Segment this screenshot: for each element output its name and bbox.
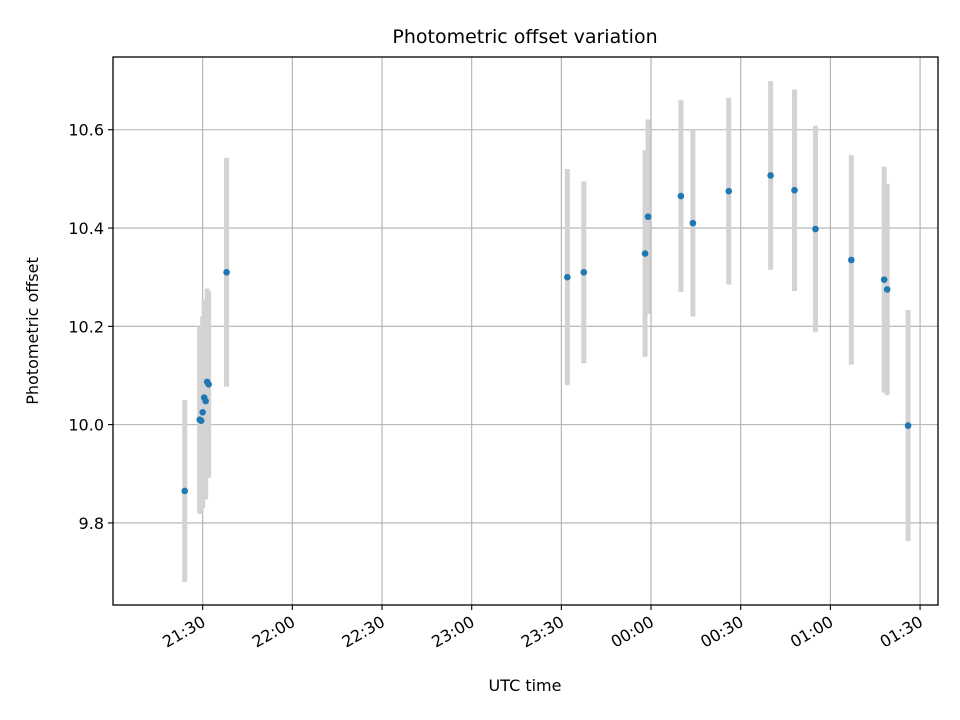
data-point bbox=[205, 381, 212, 388]
data-point bbox=[641, 250, 649, 257]
axis-ticks: 21:30 22:00 22:30 23:00 23:30 00:00 00:30 01:00… bbox=[68, 121, 926, 652]
x-axis-label: UTC time bbox=[489, 676, 562, 695]
y-tick-label: 10.2 bbox=[68, 317, 104, 336]
data-point bbox=[880, 276, 888, 283]
data-point bbox=[580, 268, 588, 276]
chart-title: Photometric offset variation bbox=[392, 26, 657, 48]
data-point bbox=[223, 268, 230, 276]
data-points bbox=[181, 172, 912, 495]
x-tick-label: 23:30 bbox=[518, 612, 567, 652]
data-point bbox=[677, 192, 685, 200]
y-axis-label: Photometric offset bbox=[23, 257, 42, 405]
x-tick-label: 23:00 bbox=[428, 612, 477, 652]
x-tick-label: 22:30 bbox=[339, 612, 388, 652]
data-point bbox=[767, 172, 774, 179]
data-point bbox=[181, 487, 189, 495]
y-tick-label: 10.0 bbox=[68, 416, 104, 435]
data-point bbox=[644, 213, 652, 221]
x-tick-label: 01:00 bbox=[787, 612, 836, 652]
data-point bbox=[812, 225, 819, 233]
y-tick-label: 9.8 bbox=[79, 514, 104, 533]
data-point bbox=[883, 286, 891, 293]
x-tick-label: 22:00 bbox=[249, 612, 298, 652]
x-tick-label: 01:30 bbox=[877, 612, 926, 652]
data-point bbox=[197, 417, 205, 424]
data-point bbox=[689, 219, 697, 227]
data-point bbox=[564, 273, 571, 281]
y-tick-label: 10.6 bbox=[68, 121, 104, 140]
data-point bbox=[904, 422, 912, 429]
x-tick-label: 00:00 bbox=[608, 612, 657, 652]
y-tick-label: 10.4 bbox=[68, 219, 104, 238]
data-point bbox=[791, 186, 798, 194]
x-tick-label: 00:30 bbox=[697, 612, 746, 652]
data-point bbox=[725, 187, 733, 195]
data-point bbox=[202, 397, 209, 405]
data-point bbox=[848, 256, 855, 264]
x-tick-label: 21:30 bbox=[159, 612, 208, 652]
error-bars bbox=[182, 81, 911, 582]
plot-area-frame bbox=[112, 56, 939, 606]
grid-lines bbox=[113, 57, 938, 605]
data-point bbox=[199, 409, 206, 416]
